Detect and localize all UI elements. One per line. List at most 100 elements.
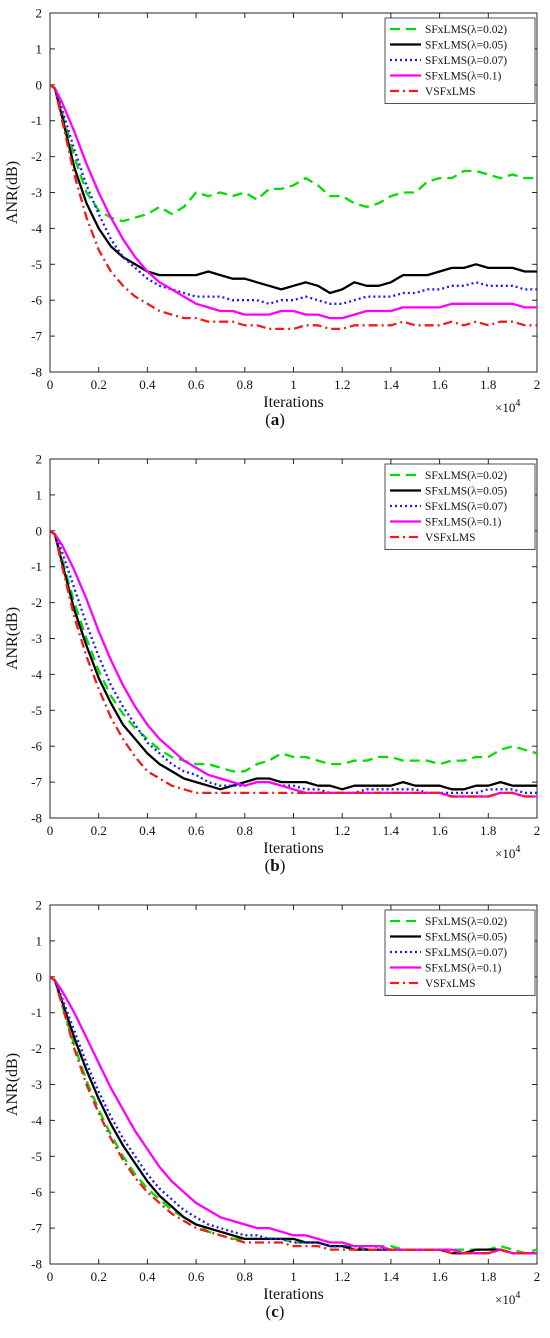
series-line-0: [49, 83, 537, 223]
x-tick-label: 1: [290, 823, 297, 838]
y-tick-label: 2: [36, 898, 43, 913]
y-tick-label: -8: [31, 1257, 42, 1272]
x-tick-label: 0.6: [188, 377, 205, 392]
legend-entry-3: SFxLMS(λ=0.1): [425, 71, 501, 83]
legend-entry-1: SFxLMS(λ=0.05): [425, 40, 507, 52]
legend-entry-3: SFxLMS(λ=0.1): [425, 963, 501, 975]
chart-panel-c: 0 0.2 0.4 0.6 0.8 1 1.2 1.4 1.6 1.8 2 2 1 0 -1 -2 -3 -4 -5…: [0, 892, 550, 1338]
x-tick-label: 1.8: [480, 1269, 496, 1284]
caption-letter: c: [271, 1302, 279, 1321]
y-axis-label: ANR(dB): [4, 1053, 21, 1116]
caption-close: ): [278, 1302, 285, 1321]
legend-entry-0: SFxLMS(λ=0.02): [425, 916, 507, 928]
caption-letter: b: [270, 856, 280, 875]
x-tick-label: 1.4: [383, 1269, 400, 1284]
series-line-4: [49, 529, 537, 798]
x-tick-label: 1.2: [334, 823, 350, 838]
series-line-3: [49, 83, 537, 320]
y-tick-label: -6: [31, 293, 42, 308]
legend-entry-1: SFxLMS(λ=0.05): [425, 486, 507, 498]
chart-caption-a: (a): [0, 410, 550, 430]
x-tick-label: 0.2: [91, 1269, 107, 1284]
y-axis-label: ANR(dB): [4, 161, 21, 224]
y-tick-label: -8: [31, 811, 42, 826]
y-tick-label: -1: [31, 559, 42, 574]
y-tick-label: -4: [31, 667, 42, 682]
x-tick-label: 0: [47, 823, 54, 838]
x-axis-label: Iterations: [263, 840, 323, 857]
caption-open: (: [265, 1302, 272, 1321]
y-tick-label: -2: [31, 149, 42, 164]
x-axis-multiplier: ×104: [495, 398, 520, 415]
x-tick-label: 1.2: [334, 1269, 350, 1284]
x-tick-label: 0.6: [188, 1269, 205, 1284]
caption-close: ): [279, 410, 285, 429]
caption-open: (: [265, 410, 271, 429]
legend-entry-3: SFxLMS(λ=0.1): [425, 517, 501, 529]
y-tick-label: -5: [31, 257, 42, 272]
x-tick-label: 1.6: [431, 1269, 448, 1284]
y-tick-label: -7: [31, 329, 42, 344]
legend-entry-0: SFxLMS(λ=0.02): [425, 24, 507, 36]
y-tick-label: -5: [31, 1149, 42, 1164]
x-tick-label: 0.2: [91, 823, 107, 838]
y-tick-label: 1: [36, 41, 43, 56]
x-tick-label: 0: [47, 1269, 54, 1284]
x-tick-label: 2: [534, 377, 541, 392]
x-tick-label: 1.4: [383, 823, 400, 838]
legend-entry-2: SFxLMS(λ=0.07): [425, 55, 507, 67]
y-tick-label: 0: [36, 969, 43, 984]
y-tick-label: -6: [31, 739, 42, 754]
x-tick-label: 0.4: [139, 1269, 156, 1284]
x-tick-label: 2: [534, 1269, 541, 1284]
x-tick-label: 1.8: [480, 377, 496, 392]
y-tick-label: -2: [31, 595, 42, 610]
y-tick-label: -7: [31, 1221, 42, 1236]
x-tick-label: 1.4: [383, 377, 400, 392]
y-tick-label: -6: [31, 1185, 42, 1200]
legend-entry-2: SFxLMS(λ=0.07): [425, 501, 507, 513]
chart-c-svg: 0 0.2 0.4 0.6 0.8 1 1.2 1.4 1.6 1.8 2 2 1 0 -1 -2 -3 -4 -5…: [4, 898, 541, 1308]
y-tick-label: -1: [31, 113, 42, 128]
series-line-4: [49, 975, 537, 1255]
y-tick-label: -4: [31, 221, 42, 236]
x-axis-label: Iterations: [263, 1286, 323, 1303]
y-tick-label: 1: [36, 487, 43, 502]
y-tick-label: -4: [31, 1113, 42, 1128]
y-tick-label: -3: [31, 631, 42, 646]
legend-entry-0: SFxLMS(λ=0.02): [425, 470, 507, 482]
x-tick-label: 1.6: [431, 377, 448, 392]
series-line-0: [49, 529, 538, 773]
caption-close: ): [279, 856, 286, 875]
x-tick-label: 0.2: [91, 377, 107, 392]
x-tick-label: 0.6: [188, 823, 205, 838]
chart-b-svg: 0 0.2 0.4 0.6 0.8 1 1.2 1.4 1.6 1.8 2 2 1 0 -1 -2 -3 -4 -5…: [4, 452, 541, 862]
y-tick-label: -7: [31, 775, 42, 790]
y-tick-label: 2: [36, 6, 43, 21]
legend-entry-4: VSFxLMS: [425, 86, 476, 98]
x-tick-label: 0.4: [139, 823, 156, 838]
x-tick-label: 1.8: [480, 823, 496, 838]
x-tick-label: 1: [290, 377, 297, 392]
x-axis-multiplier: ×104: [495, 844, 520, 861]
chart-caption-c: (c): [0, 1302, 550, 1322]
series-line-1: [49, 529, 537, 791]
y-tick-label: -8: [31, 365, 42, 380]
x-tick-label: 1.2: [334, 377, 350, 392]
x-tick-label: 0.8: [237, 377, 253, 392]
y-tick-label: -3: [31, 185, 42, 200]
legend-entry-4: VSFxLMS: [425, 532, 476, 544]
x-axis-multiplier: ×104: [495, 1290, 520, 1307]
series-line-2: [49, 83, 537, 305]
x-tick-label: 2: [534, 823, 541, 838]
legend-entry-4: VSFxLMS: [425, 978, 476, 990]
y-tick-label: -5: [31, 703, 42, 718]
x-axis-label: Iterations: [263, 394, 323, 411]
caption-open: (: [264, 856, 271, 875]
caption-letter: a: [270, 410, 280, 429]
x-tick-label: 1.6: [431, 823, 448, 838]
x-tick-label: 0: [47, 377, 54, 392]
series-line-0: [49, 975, 538, 1255]
y-tick-label: -1: [31, 1005, 42, 1020]
y-axis-label: ANR(dB): [4, 607, 21, 670]
